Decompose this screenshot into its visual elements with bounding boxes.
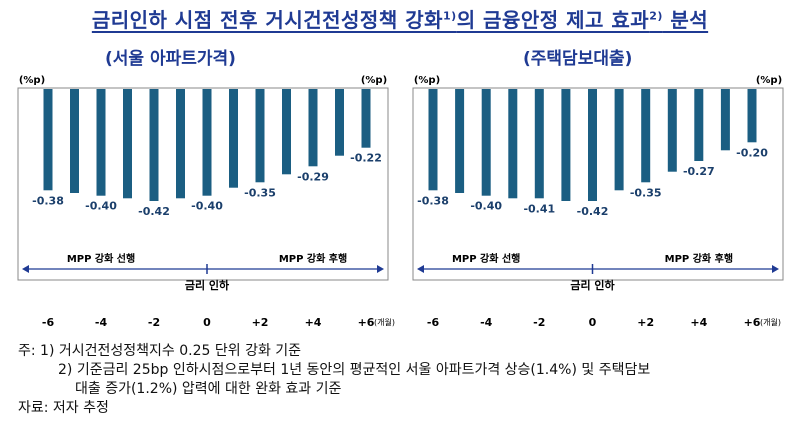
bar (229, 89, 238, 188)
bar (614, 89, 624, 191)
x-tick-label: -6 (42, 316, 55, 329)
arrowhead-right (772, 265, 779, 273)
data-label: -0.38 (417, 194, 449, 207)
data-label: -0.35 (244, 186, 276, 199)
bar (694, 89, 704, 161)
bar (361, 89, 371, 148)
bar (667, 89, 677, 172)
bar (123, 89, 132, 199)
arrowhead-left (22, 265, 29, 273)
x-tick-label: -2 (148, 316, 160, 329)
x-unit-label: (개월) (760, 317, 781, 327)
annotation-center: 금리 인하 (185, 278, 230, 292)
bar (508, 89, 518, 199)
bar (720, 89, 730, 151)
bar (43, 89, 53, 191)
annotation-after: MPP 강화 후행 (279, 252, 347, 265)
arrowhead-left (417, 265, 424, 273)
annotation-before: MPP 강화 선행 (67, 252, 135, 265)
data-label: -0.20 (736, 146, 768, 159)
footnote-2-cont: 대출 증가(1.2%) 압력에 대한 완화 효과 기준 (75, 381, 342, 397)
bar (255, 89, 265, 183)
annotation-center: 금리 인하 (570, 278, 615, 292)
bar (335, 89, 344, 156)
data-label: -0.42 (138, 205, 170, 218)
bar (282, 89, 291, 175)
footnote-1: 주: 1) 거시건전성정책지수 0.25 단위 강화 기준 (18, 343, 302, 359)
y-unit-right: (%p) (361, 75, 387, 86)
x-tick-label: +4 (690, 316, 707, 329)
bar (534, 89, 544, 199)
y-unit-left: (%p) (19, 75, 45, 86)
left-chart-title: (서울 아파트가격) (105, 49, 236, 69)
data-label: -0.38 (32, 194, 64, 207)
bar (202, 89, 212, 196)
x-unit-label: (개월) (374, 317, 395, 327)
data-label: -0.42 (577, 205, 609, 218)
x-tick-label: -2 (533, 316, 545, 329)
x-tick-label: -4 (480, 316, 493, 329)
annotation-before: MPP 강화 선행 (452, 252, 520, 265)
chart-seoul-apartment: -0.38 -0.40 -0.42 -0.40 -0.35 -0.29 -0.22 (%p) (… (17, 75, 395, 329)
bar (561, 89, 571, 201)
bar (588, 89, 597, 201)
right-chart-title: (주택담보대출) (523, 49, 633, 69)
x-tick-label: +6 (358, 316, 375, 329)
bar (747, 89, 757, 143)
x-tick-label: +6 (744, 316, 761, 329)
footnote-2: 2) 기준금리 25bp 인하시점으로부터 1년 동안의 평균적인 서울 아파트… (58, 362, 651, 378)
x-tick-label: +2 (637, 316, 654, 329)
footnotes: 주: 1) 거시건전성정책지수 0.25 단위 강화 기준 2) 기준금리 25… (18, 342, 650, 418)
bar (70, 89, 79, 193)
bar (641, 89, 651, 183)
bar (455, 89, 465, 193)
bar (96, 89, 106, 196)
bar (308, 89, 318, 167)
chart-frame (17, 87, 389, 281)
data-label: -0.40 (85, 200, 117, 213)
data-label: -0.40 (191, 200, 223, 213)
y-unit-left: (%p) (414, 75, 440, 86)
bar (481, 89, 491, 196)
bar (149, 89, 159, 201)
data-label: -0.29 (297, 170, 329, 183)
y-unit-right: (%p) (756, 75, 782, 86)
x-tick-label: -6 (427, 316, 440, 329)
x-tick-label: -4 (95, 316, 108, 329)
chart-frame (412, 87, 784, 281)
title-text: 금리인하 시점 전후 거시건전성정책 강화 (91, 8, 443, 32)
title-mid: 의 금융안정 제고 효과 (456, 8, 650, 32)
data-label: -0.40 (470, 200, 502, 213)
title-footnote-2: 2) (649, 9, 663, 23)
annotation-after: MPP 강화 후행 (665, 252, 733, 265)
data-label: -0.27 (683, 165, 715, 178)
data-label: -0.35 (630, 186, 662, 199)
x-tick-label: +4 (305, 316, 322, 329)
source-note: 자료: 저자 추정 (18, 400, 109, 416)
chart-housing-loan: -0.38 -0.40 -0.41 -0.42 -0.35 -0.27 -0.20 (%p) (… (412, 75, 784, 329)
data-label: -0.22 (350, 152, 382, 165)
bar (428, 89, 438, 191)
data-label: -0.41 (523, 202, 555, 215)
arrowhead-right (377, 265, 384, 273)
title-tail: 분석 (662, 8, 709, 32)
x-tick-label: 0 (589, 316, 597, 329)
bar (176, 89, 185, 199)
title-footnote-1: 1) (443, 9, 457, 23)
x-tick-label: 0 (203, 316, 211, 329)
main-title: 금리인하 시점 전후 거시건전성정책 강화1)의 금융안정 제고 효과2) 분석 (0, 4, 800, 33)
x-tick-label: +2 (252, 316, 269, 329)
